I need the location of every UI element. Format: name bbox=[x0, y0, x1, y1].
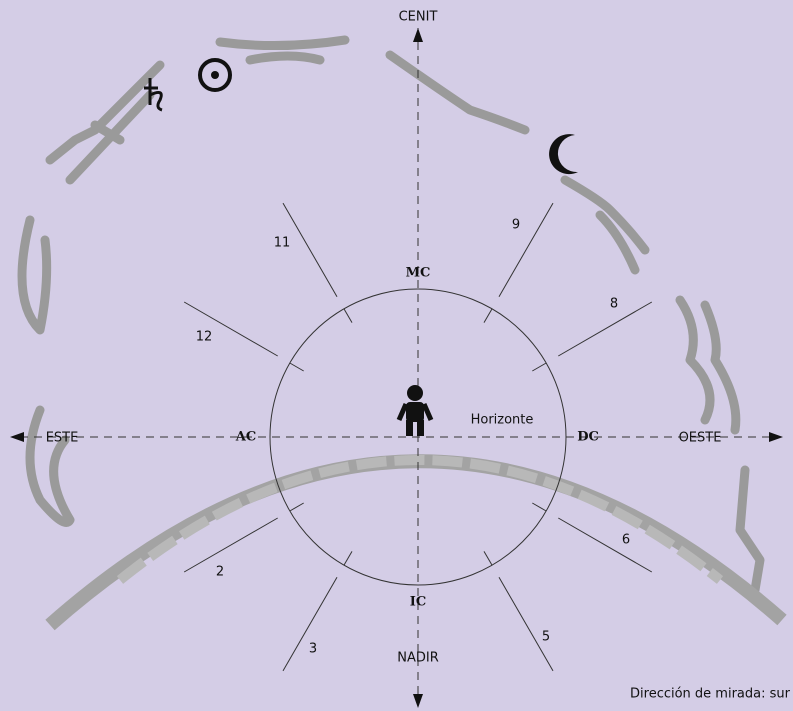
ascendant-label: AC bbox=[235, 430, 256, 445]
zenith-label: CENIT bbox=[399, 10, 438, 25]
house-number: 12 bbox=[196, 330, 213, 345]
horizon-label: Horizonte bbox=[471, 413, 534, 428]
house-number: 5 bbox=[542, 630, 550, 645]
house-number: 3 bbox=[309, 642, 317, 657]
west-label: OESTE bbox=[679, 431, 722, 446]
caption: Dirección de mirada: sur bbox=[630, 687, 791, 702]
house-number: 6 bbox=[622, 533, 630, 548]
sun-symbol-dot bbox=[211, 71, 219, 79]
descendant-label: DC bbox=[577, 430, 599, 445]
nadir-label: NADIR bbox=[397, 651, 439, 666]
house-number: 9 bbox=[512, 218, 520, 233]
midheaven-label: MC bbox=[406, 266, 431, 281]
house-number: 8 bbox=[610, 297, 618, 312]
house-number: 2 bbox=[216, 565, 224, 580]
diagram: CENIT NADIR ESTE OESTE AC DC MC IC Horiz… bbox=[0, 0, 793, 711]
east-label: ESTE bbox=[46, 431, 79, 446]
imum-coeli-label: IC bbox=[410, 595, 426, 610]
house-number: 11 bbox=[274, 236, 291, 251]
